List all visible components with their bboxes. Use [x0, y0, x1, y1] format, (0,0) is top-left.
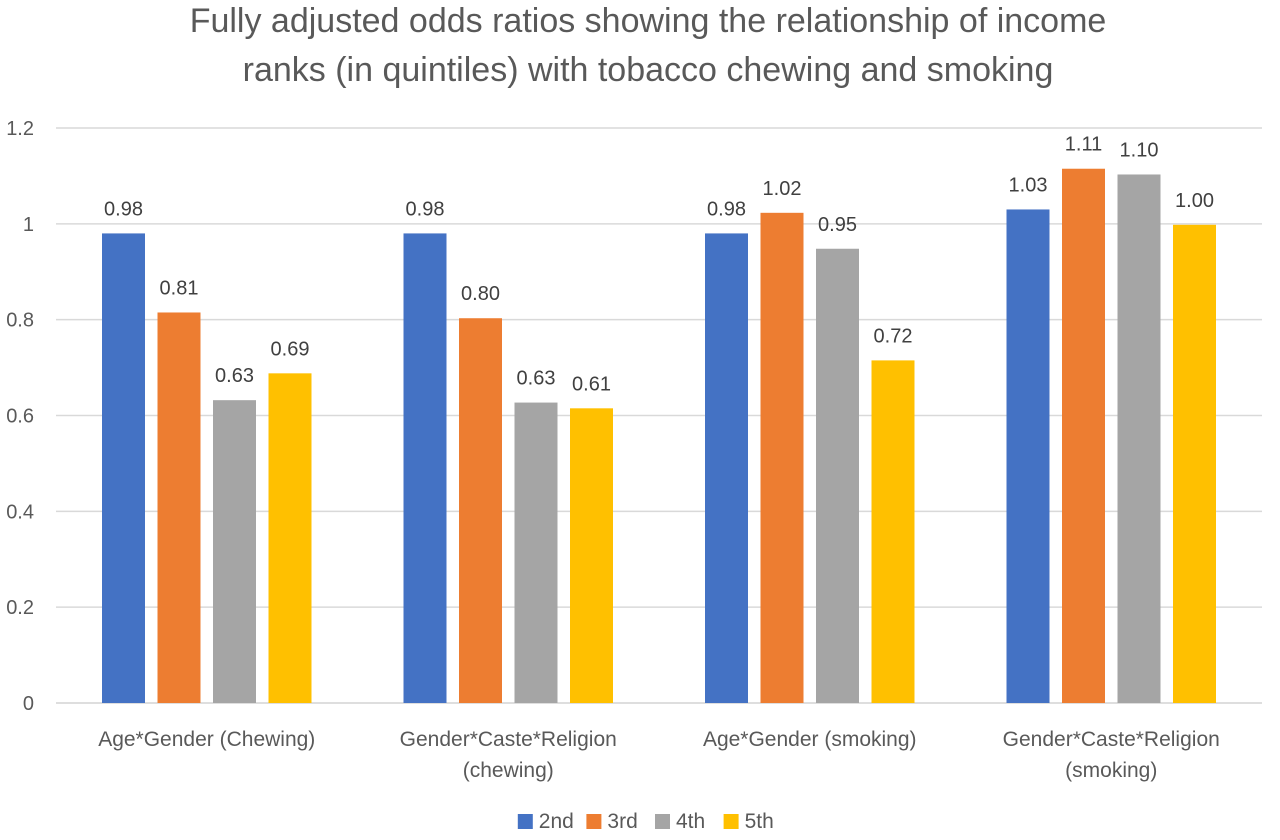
chart-title-line-2: ranks (in quintiles) with tobacco chewin…	[243, 51, 1054, 89]
bar-2nd-2	[403, 233, 447, 703]
data-label: 1.02	[763, 178, 802, 200]
y-tick-label: 0.2	[6, 597, 34, 619]
data-label: 0.63	[215, 365, 254, 387]
legend-swatch	[586, 814, 602, 829]
data-label: 0.95	[818, 214, 857, 236]
category-label: (smoking)	[1065, 759, 1157, 782]
category-label: (chewing)	[463, 759, 554, 782]
bar-4th-2	[514, 402, 558, 703]
data-label: 1.10	[1120, 139, 1159, 161]
legend-label: 5th	[745, 810, 774, 833]
bar-3rd-1	[157, 312, 201, 703]
data-label: 0.63	[517, 368, 556, 390]
bar-5th-1	[268, 373, 312, 703]
data-label: 0.98	[707, 198, 746, 220]
data-label: 0.81	[160, 277, 199, 299]
bar-5th-4	[1173, 224, 1216, 703]
data-label: 0.98	[104, 198, 143, 220]
y-axis-tick-labels: 0 0.2 0.4 0.6 0.8 1 1.2	[6, 118, 34, 715]
y-tick-label: 0.8	[6, 310, 34, 332]
legend-swatch	[655, 814, 670, 829]
bar-4th-4	[1117, 174, 1161, 703]
bar-3rd-4	[1062, 168, 1105, 703]
legend-label: 3rd	[607, 810, 637, 833]
legend-swatch	[723, 814, 739, 829]
y-tick-label: 0.6	[6, 406, 34, 428]
data-label: 0.80	[461, 283, 500, 305]
bar-2nd-1	[102, 233, 145, 703]
data-label: 0.98	[406, 198, 445, 220]
bars	[102, 168, 1216, 704]
bar-5th-3	[871, 360, 915, 703]
bar-3rd-2	[459, 318, 502, 703]
y-tick-label: 1.2	[6, 118, 34, 140]
data-labels: 0.98 0.81 0.63 0.69 0.98 0.80 0.63 0.61 0.98 1.02…	[104, 134, 1214, 396]
data-label: 0.61	[572, 373, 611, 395]
category-label: Age*Gender (Chewing)	[98, 728, 315, 751]
gridlines	[56, 127, 1262, 704]
y-tick-label: 1	[23, 214, 34, 236]
y-tick-label: 0.4	[6, 501, 34, 523]
legend: 2nd 3rd 4th 5th	[517, 810, 774, 833]
x-axis-category-labels: Age*Gender (Chewing) Gender*Caste*Religio…	[98, 728, 1220, 782]
category-label: Age*Gender (smoking)	[703, 728, 917, 751]
bar-5th-2	[570, 408, 613, 703]
legend-item-4th: 4th	[655, 810, 705, 833]
bar-2nd-3	[705, 233, 748, 703]
legend-swatch	[517, 814, 533, 829]
data-label: 1.00	[1175, 190, 1214, 212]
category-label: Gender*Caste*Religion	[400, 728, 617, 751]
data-label: 1.11	[1065, 134, 1102, 156]
bar-2nd-4	[1006, 209, 1050, 704]
legend-label: 4th	[676, 810, 705, 833]
bar-4th-1	[213, 400, 256, 703]
legend-item-2nd: 2nd	[517, 810, 574, 833]
data-label: 0.72	[874, 325, 913, 347]
category-label: Gender*Caste*Religion	[1003, 728, 1220, 751]
legend-item-3rd: 3rd	[586, 810, 638, 833]
data-label: 1.03	[1009, 174, 1048, 196]
chart-title: Fully adjusted odds ratios showing the r…	[190, 2, 1107, 89]
data-label: 0.69	[271, 338, 310, 360]
bar-3rd-3	[760, 212, 804, 703]
legend-item-5th: 5th	[723, 810, 774, 833]
y-tick-label: 0	[23, 693, 34, 715]
legend-label: 2nd	[539, 810, 574, 833]
chart-title-line-1: Fully adjusted odds ratios showing the r…	[190, 2, 1107, 40]
bar-4th-3	[816, 248, 859, 703]
